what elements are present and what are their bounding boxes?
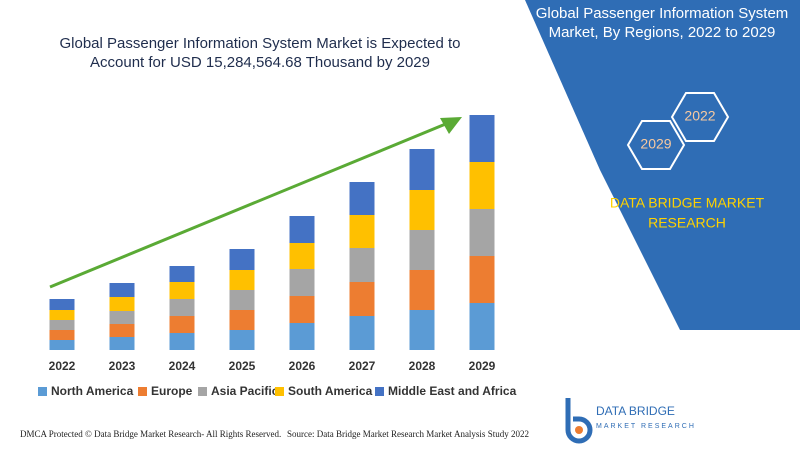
bar-segment <box>469 303 495 350</box>
chart-title: Global Passenger Information System Mark… <box>59 35 460 52</box>
bar-segment <box>229 249 255 270</box>
bar-segment <box>229 310 255 330</box>
hex-label: 2022 <box>684 108 715 124</box>
x-tick-label: 2027 <box>349 359 376 373</box>
bar-segment <box>349 248 375 282</box>
hexagon <box>670 92 730 142</box>
bar-segment <box>169 282 195 299</box>
bar-segment <box>169 316 195 333</box>
brand-text: RESEARCH <box>648 215 726 231</box>
legend-swatch <box>275 387 284 396</box>
panel-title: Global Passenger Information System <box>536 5 789 22</box>
legend-swatch <box>198 387 207 396</box>
legend-label: Europe <box>151 384 193 398</box>
bar-segment <box>349 182 375 215</box>
logo-tagline: MARKET RESEARCH <box>596 423 696 430</box>
x-tick-label: 2028 <box>409 359 436 373</box>
bar-segment <box>109 283 135 297</box>
hexagon <box>626 120 686 170</box>
hex-label: 2029 <box>640 136 671 152</box>
bar-segment <box>409 190 435 230</box>
logo-name: DATA BRIDGE <box>596 404 675 418</box>
chart-title: Account for USD 15,284,564.68 Thousand b… <box>90 54 430 71</box>
bar-segment <box>469 209 495 256</box>
bar-segment <box>469 256 495 303</box>
panel-cut <box>630 330 680 450</box>
bar-segment <box>49 320 75 330</box>
bar-segment <box>289 269 315 296</box>
x-tick-label: 2022 <box>49 359 76 373</box>
bar-segment <box>49 340 75 350</box>
logo-dot <box>575 426 583 434</box>
bar-segment <box>289 296 315 323</box>
x-tick-label: 2029 <box>469 359 496 373</box>
bar-segment <box>409 310 435 350</box>
logo-mark <box>565 398 593 444</box>
bar-segment <box>229 290 255 310</box>
bar-segment <box>109 337 135 350</box>
bar-segment <box>409 270 435 310</box>
legend-swatch <box>138 387 147 396</box>
bar-segment <box>229 330 255 350</box>
bar-segment <box>49 299 75 310</box>
bar-segment <box>469 162 495 209</box>
legend-label: Asia Pacific <box>211 384 279 398</box>
bar-segment <box>349 316 375 350</box>
bar-segment <box>409 149 435 190</box>
bar-segment <box>289 323 315 350</box>
bar-segment <box>109 324 135 337</box>
bar-segment <box>169 299 195 316</box>
bar-segment <box>349 282 375 316</box>
bar-segment <box>49 330 75 340</box>
footer-left: DMCA Protected © Data Bridge Market Rese… <box>20 429 281 439</box>
bar-segment <box>469 115 495 162</box>
arrow-head <box>440 117 462 134</box>
bar-segment <box>169 266 195 282</box>
x-tick-label: 2024 <box>169 359 196 373</box>
trend-arrow <box>49 121 449 289</box>
footer-right: Source: Data Bridge Market Research Mark… <box>287 429 529 439</box>
legend-label: North America <box>51 384 134 398</box>
legend-swatch <box>375 387 384 396</box>
bar-segment <box>289 216 315 243</box>
bar-segment <box>289 243 315 269</box>
bar-segment <box>169 333 195 350</box>
legend-label: South America <box>288 384 373 398</box>
side-panel <box>525 0 800 330</box>
bar-segment <box>49 310 75 320</box>
panel-title: Market, By Regions, 2022 to 2029 <box>549 24 776 41</box>
legend-label: Middle East and Africa <box>388 384 517 398</box>
bar-segment <box>349 215 375 248</box>
bar-segment <box>409 230 435 270</box>
x-tick-label: 2025 <box>229 359 256 373</box>
bar-segment <box>229 270 255 290</box>
x-tick-label: 2026 <box>289 359 316 373</box>
bar-segment <box>109 311 135 324</box>
brand-text: DATA BRIDGE MARKET <box>610 195 765 211</box>
bar-segment <box>109 297 135 311</box>
x-tick-label: 2023 <box>109 359 136 373</box>
legend-swatch <box>38 387 47 396</box>
